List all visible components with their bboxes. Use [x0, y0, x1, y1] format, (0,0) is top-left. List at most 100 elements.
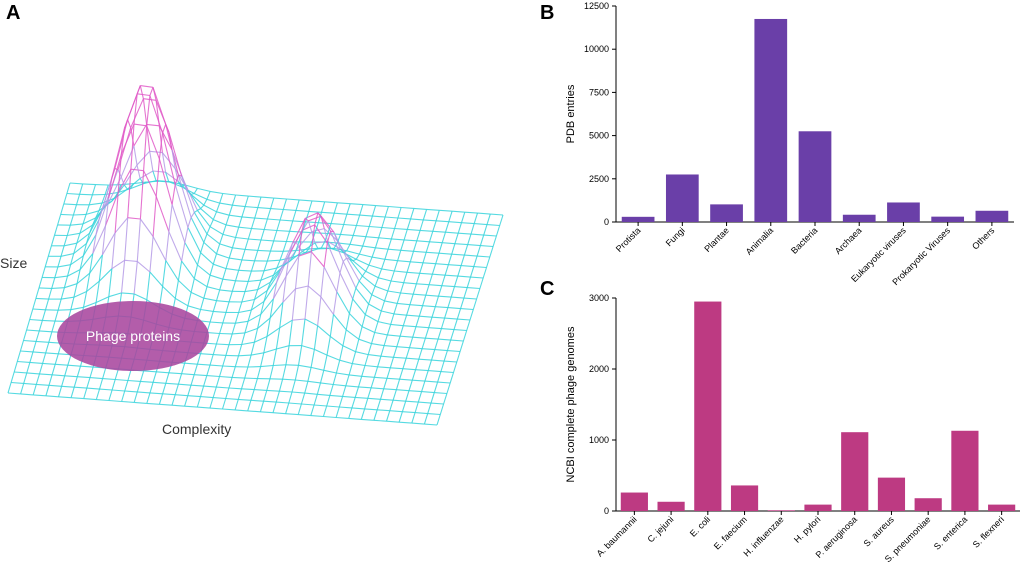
mesh-line [114, 119, 129, 169]
mesh-line [322, 405, 328, 417]
mesh-line [257, 281, 271, 291]
mesh-line [368, 294, 373, 305]
mesh-line [247, 228, 253, 240]
mesh-line [359, 204, 364, 216]
mesh-line [222, 224, 227, 235]
mesh-line [360, 408, 366, 420]
mesh-line [63, 235, 68, 246]
mesh-line [345, 374, 350, 386]
mesh-line [441, 232, 447, 243]
mesh-line [222, 408, 236, 411]
mesh-line [32, 308, 46, 311]
mesh-line [111, 232, 116, 269]
mesh-line [174, 184, 189, 228]
mesh-line [432, 220, 437, 232]
mesh-line [41, 266, 46, 278]
mesh-line [7, 392, 21, 395]
mesh-line [57, 264, 71, 268]
mesh-line [44, 298, 50, 310]
mesh-line [184, 242, 198, 266]
mesh-line [61, 296, 74, 300]
mesh-line [358, 245, 364, 255]
mesh-line [386, 420, 400, 423]
c-bar [804, 504, 832, 511]
mesh-line [445, 274, 458, 277]
b-y-tick-label: 10000 [584, 44, 609, 54]
mesh-line [428, 317, 433, 328]
mesh-line [460, 212, 466, 223]
mesh-line [149, 87, 154, 96]
mesh-line [247, 410, 261, 413]
mesh-line [419, 315, 433, 318]
mesh-line [351, 407, 365, 410]
mesh-line [85, 204, 90, 215]
mesh-line [66, 192, 80, 195]
mesh-line [245, 248, 258, 251]
mesh-line [63, 242, 77, 247]
mesh-line [466, 319, 471, 331]
mesh-line [439, 403, 445, 415]
mesh-line [232, 204, 246, 208]
mesh-line [451, 253, 465, 256]
mesh-line [457, 275, 471, 278]
mesh-line [396, 389, 410, 392]
mesh-line [411, 412, 416, 424]
mesh-line [374, 376, 388, 379]
mesh-line [362, 204, 376, 207]
mesh-line [266, 250, 272, 262]
mesh-line [317, 247, 322, 250]
mesh-line [451, 296, 464, 299]
mesh-line [396, 346, 410, 349]
panel-letter-b: B [540, 2, 555, 24]
mesh-line [298, 231, 313, 247]
mesh-line [413, 250, 427, 253]
mesh-line [278, 379, 284, 392]
mesh-line [301, 221, 307, 233]
mesh-line [108, 154, 122, 199]
mesh-line [267, 218, 281, 221]
mesh-line [398, 411, 403, 423]
mesh-line [393, 356, 407, 359]
mesh-line [124, 380, 129, 392]
mesh-line [355, 287, 370, 305]
mesh-line [23, 372, 28, 384]
mesh-line [248, 238, 262, 241]
mesh-line [83, 387, 88, 399]
mesh-line [279, 251, 284, 261]
mesh-line [386, 324, 392, 336]
mesh-line [412, 283, 417, 295]
mesh-line [193, 188, 198, 194]
mesh-line [212, 300, 218, 312]
mesh-line [419, 272, 433, 275]
mesh-line [123, 119, 129, 129]
mesh-line [26, 319, 31, 331]
mesh-line [222, 268, 227, 280]
mesh-line [339, 272, 354, 300]
mesh-line [206, 332, 220, 335]
mesh-line [85, 210, 100, 215]
mesh-line [299, 199, 313, 202]
mesh-line [222, 233, 236, 239]
mesh-line [61, 385, 75, 388]
mesh-line [184, 182, 189, 191]
mesh-line [365, 226, 370, 237]
mesh-line [55, 363, 68, 366]
mesh-line [477, 212, 491, 215]
mesh-line [165, 382, 179, 385]
mesh-line [387, 238, 392, 250]
mesh-line [215, 376, 221, 388]
mesh-line [139, 85, 144, 99]
mesh-line [342, 261, 357, 289]
mesh-line [123, 184, 128, 190]
mesh-line [276, 254, 290, 283]
mesh-line [98, 378, 104, 390]
mesh-line [82, 183, 96, 186]
mesh-line [177, 175, 192, 218]
mesh-line [330, 223, 344, 226]
mesh-line [45, 385, 50, 396]
mesh-line [349, 259, 363, 277]
mesh-line [479, 277, 484, 289]
mesh-line [346, 257, 350, 260]
mesh-line [307, 285, 322, 298]
mesh-line [200, 252, 214, 265]
